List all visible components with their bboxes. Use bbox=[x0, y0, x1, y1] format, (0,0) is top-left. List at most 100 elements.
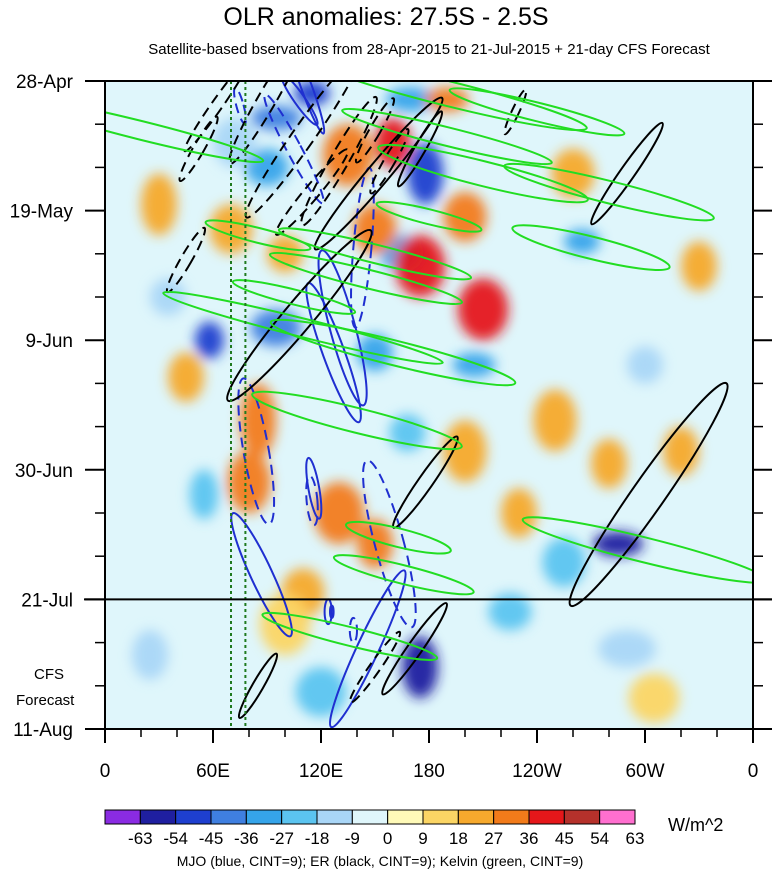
kelvin-contour bbox=[521, 516, 753, 584]
colorbar-swatch bbox=[281, 809, 318, 825]
y-tick-label: 9-Jun bbox=[25, 331, 73, 352]
colorbar-label: -45 bbox=[199, 829, 224, 848]
mjo-contour bbox=[305, 456, 323, 520]
olr-anomaly-cell bbox=[564, 229, 600, 254]
colorbar: -63 -54 -45 -36 -27 -18 -9 0 9 18 27 36 45 54 63 bbox=[104, 809, 645, 848]
kelvin-contour bbox=[231, 279, 357, 315]
colorbar-label: 18 bbox=[449, 829, 468, 848]
colorbar-label: -63 bbox=[128, 829, 153, 848]
x-tick-label: 60W bbox=[625, 761, 664, 782]
kelvin-contour bbox=[204, 219, 312, 252]
kelvin-contour bbox=[332, 554, 475, 596]
kelvin-contour bbox=[344, 520, 452, 555]
olr-anomaly-cell bbox=[407, 142, 444, 205]
kelvin-contour bbox=[268, 251, 464, 306]
x-tick-label: 180 bbox=[413, 761, 445, 782]
wave-filtered-contours bbox=[105, 81, 753, 729]
olr-anomaly-cell bbox=[132, 630, 168, 680]
olr-anomaly-cell bbox=[227, 451, 271, 513]
kelvin-contour bbox=[162, 290, 444, 365]
colorbar-label: 63 bbox=[626, 829, 645, 848]
colorbar-label: 36 bbox=[520, 829, 539, 848]
x-tick-label: 120E bbox=[299, 761, 343, 782]
kelvin-contour bbox=[105, 97, 265, 164]
colorbar-label: 45 bbox=[555, 829, 574, 848]
mjo-contour bbox=[263, 93, 325, 205]
kelvin-contour bbox=[448, 87, 626, 137]
olr-anomaly-cell bbox=[443, 420, 487, 483]
olr-anomaly-cell bbox=[627, 346, 663, 384]
colorbar-label: 54 bbox=[590, 829, 609, 848]
x-tick-label: 0 bbox=[748, 761, 759, 782]
colorbar-label: -18 bbox=[305, 829, 330, 848]
colorbar-label: 0 bbox=[383, 829, 392, 848]
olr-anomaly-cell bbox=[443, 192, 487, 242]
kelvin-contour bbox=[503, 162, 715, 222]
olr-anomaly-cell bbox=[209, 204, 253, 254]
axis-ticks: 0 60E 120E 180 120W 60W 0 28-Apr 19-May 9-Jun 30-J… bbox=[10, 72, 772, 782]
colorbar-swatch bbox=[493, 809, 530, 825]
olr-anomaly-cell bbox=[542, 537, 586, 588]
mjo-contour bbox=[317, 249, 368, 407]
er-contour bbox=[348, 630, 402, 704]
er-contour bbox=[178, 115, 219, 183]
x-tick-label: 60E bbox=[196, 761, 230, 782]
colorbar-swatch bbox=[175, 809, 212, 825]
olr-anomaly-cell bbox=[551, 148, 595, 199]
olr-anomaly-cell bbox=[501, 488, 537, 538]
olr-anomaly-cell bbox=[141, 173, 177, 236]
er-contour bbox=[313, 96, 444, 251]
olr-anomaly-cell bbox=[533, 389, 577, 452]
colorbar-swatch bbox=[528, 809, 565, 825]
y-tick-label: 11-Aug bbox=[13, 720, 73, 741]
olr-anomaly-cell bbox=[357, 334, 393, 372]
kelvin-contour bbox=[375, 200, 483, 233]
y-tick-label: 28-Apr bbox=[16, 72, 74, 93]
olr-anomaly-cell bbox=[598, 630, 656, 668]
colorbar-swatch bbox=[351, 809, 389, 825]
olr-anomaly-cell bbox=[322, 124, 374, 186]
colorbar-swatch bbox=[457, 809, 495, 825]
colorbar-swatch bbox=[104, 809, 141, 825]
mjo-contour bbox=[329, 604, 335, 619]
er-contour bbox=[369, 128, 410, 195]
olr-anomaly-cell bbox=[452, 352, 496, 378]
colorbar-swatch bbox=[387, 809, 424, 825]
olr-anomaly-cell bbox=[663, 426, 699, 476]
colorbar-label: -27 bbox=[269, 829, 294, 848]
er-contour bbox=[354, 97, 396, 164]
olr-anomaly-cell bbox=[168, 352, 204, 402]
colorbar-swatch bbox=[563, 809, 601, 825]
olr-anomaly-cell bbox=[245, 148, 289, 186]
colorbar-label: -36 bbox=[234, 829, 259, 848]
olr-anomaly-cell bbox=[591, 438, 627, 489]
kelvin-contour bbox=[269, 318, 517, 387]
forecast-label-line2: Forecast bbox=[16, 692, 75, 709]
olr-anomaly-cell bbox=[457, 278, 509, 341]
x-tick-label: 120W bbox=[512, 761, 562, 782]
colorbar-swatch bbox=[316, 809, 353, 825]
mjo-contour bbox=[280, 81, 319, 126]
chart-title: OLR anomalies: 27.5S - 2.5S bbox=[223, 3, 549, 31]
er-contour bbox=[226, 228, 373, 403]
colorbar-swatch bbox=[210, 809, 247, 825]
mjo-contour bbox=[287, 81, 326, 135]
contour-caption: MJO (blue, CINT=9); ER (black, CINT=9); … bbox=[176, 853, 584, 869]
x-tick-label: 0 bbox=[100, 761, 111, 782]
kelvin-contour bbox=[251, 390, 463, 451]
mjo-contour bbox=[305, 475, 319, 527]
er-contour bbox=[503, 88, 528, 136]
y-tick-label: 30-Jun bbox=[15, 461, 73, 482]
er-contour bbox=[274, 148, 350, 236]
olr-anomaly-cell bbox=[592, 531, 644, 557]
kelvin-contour bbox=[341, 107, 553, 166]
colorbar-units: W/m^2 bbox=[668, 815, 724, 835]
olr-anomaly-cell bbox=[425, 87, 469, 112]
olr-anomaly-cell bbox=[259, 593, 311, 655]
er-contour bbox=[244, 81, 362, 219]
er-contour bbox=[300, 95, 378, 227]
colorbar-label: -54 bbox=[163, 829, 188, 848]
olr-anomaly-cell bbox=[628, 673, 680, 723]
olr-anomaly-cell bbox=[195, 321, 224, 359]
